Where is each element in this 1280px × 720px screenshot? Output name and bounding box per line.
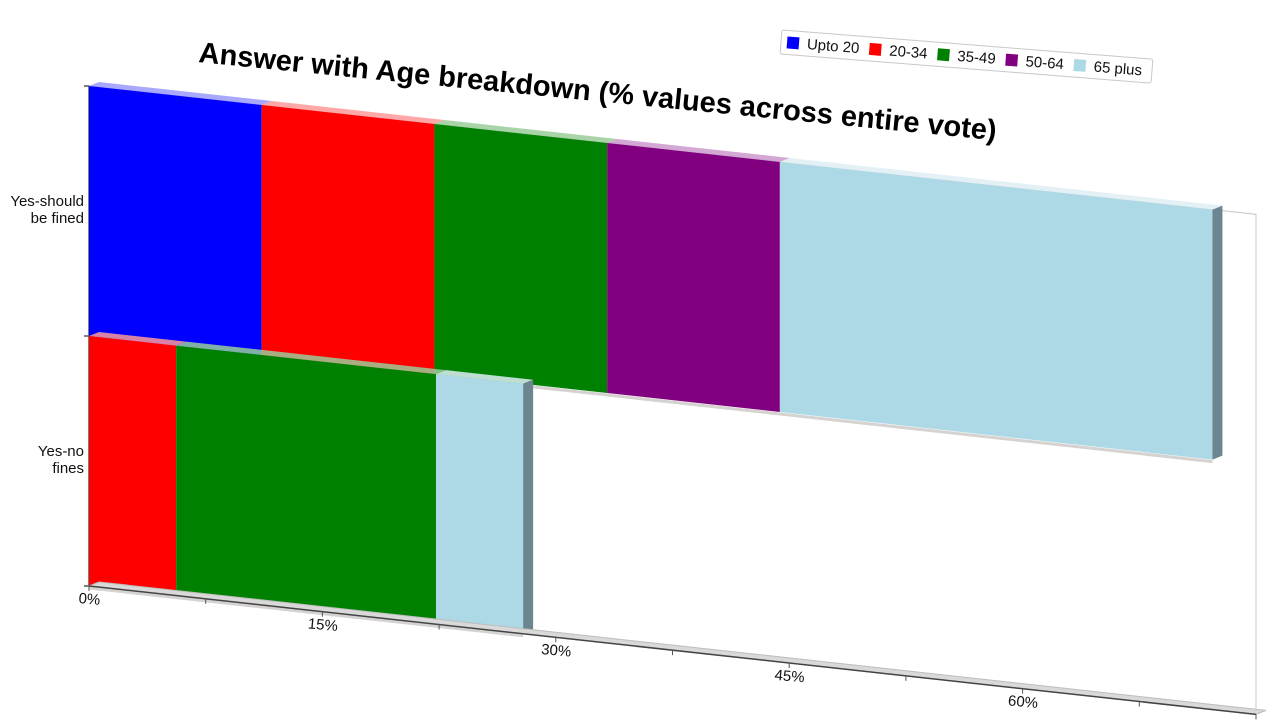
bar-segment (261, 104, 435, 374)
value-axis-label: 60% (1007, 692, 1038, 712)
bar-segment (89, 336, 177, 596)
legend-item: 20-34 (868, 42, 929, 63)
bar-segment (434, 123, 608, 393)
value-axis-label: 30% (540, 641, 571, 661)
bar-segment-top (434, 119, 618, 143)
legend-item: Upto 20 (786, 36, 860, 57)
bar-segment-top (176, 341, 446, 375)
legend-swatch (1073, 59, 1087, 72)
legend-swatch (868, 42, 882, 56)
bar-segment (779, 161, 1213, 460)
legend-label: 50-64 (1025, 53, 1065, 73)
bar-side-face (523, 379, 534, 634)
legend-swatch (786, 36, 800, 50)
category-label: Yes-no fines (38, 443, 84, 477)
bar-segment-top (89, 332, 187, 346)
bar-segment-top (261, 100, 445, 124)
bar-segment (607, 142, 780, 412)
legend-swatch (1005, 53, 1019, 67)
value-axis-label: 75% (1241, 718, 1272, 720)
legend-item: 65 plus (1073, 59, 1143, 80)
legend-item: 35-49 (937, 48, 997, 68)
bar-segment-top (435, 370, 534, 384)
bar-segment (176, 345, 436, 625)
legend-swatch (937, 48, 950, 62)
bars (88, 82, 1223, 638)
bar-segment (89, 86, 262, 355)
bar-side-face (1212, 205, 1223, 460)
category-label: Yes-should be fined (10, 193, 84, 227)
value-axis-label: 0% (78, 590, 101, 609)
legend-label: 35-49 (957, 48, 997, 68)
legend-label: Upto 20 (806, 36, 860, 57)
bar-segment-top (89, 82, 272, 105)
value-axis-label: 45% (774, 667, 805, 687)
legend-item: 50-64 (1005, 53, 1065, 73)
value-axis: 0% 15% 30% 45% 60% 75% (78, 581, 1272, 720)
legend: Upto 20 20-34 35-49 50-64 65 plus (779, 29, 1154, 84)
bar-shadow (88, 586, 524, 638)
legend-label: 20-34 (889, 43, 929, 63)
value-axis-label: 15% (307, 615, 338, 635)
bar-segment (435, 374, 524, 634)
category-axis: Yes-should be fined Yes-no fines (10, 85, 90, 587)
bar-segment-top (779, 157, 1223, 210)
bar-segment-top (607, 138, 790, 162)
legend-label: 65 plus (1093, 59, 1143, 80)
